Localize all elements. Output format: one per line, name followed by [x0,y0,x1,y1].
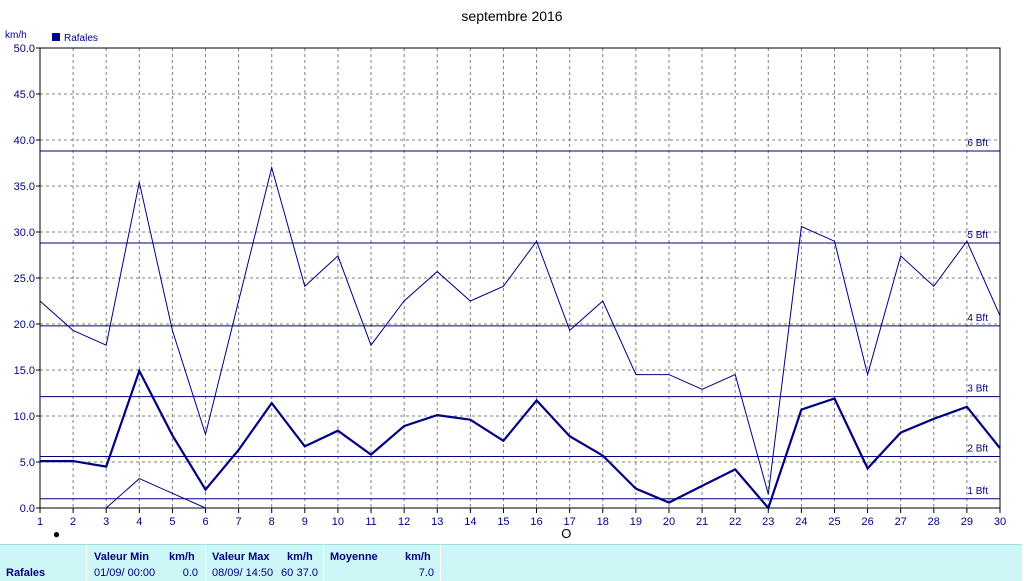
x-tick-label: 2 [70,516,76,528]
x-tick-label: 11 [365,516,376,528]
y-tick-label: 10.0 [14,411,35,423]
x-tick-label: 3 [103,516,109,528]
x-tick-label: 10 [332,516,344,528]
stats-divider [440,545,441,581]
beaufort-label: 3 Bft [967,384,988,395]
y-tick-label: 25.0 [14,273,35,285]
y-tick-label: 5.0 [20,457,35,469]
y-tick-label: 15.0 [14,365,35,377]
stats-min-date: 01/09/ 00:00 [94,567,156,579]
y-tick-label: 40.0 [14,135,35,147]
x-tick-label: 19 [630,516,642,528]
x-tick-label: 17 [564,516,576,528]
x-tick-label: 16 [530,516,542,528]
x-tick-label: 13 [431,516,443,528]
beaufort-label: 1 Bft [967,486,988,497]
x-tick-label: 26 [861,516,873,528]
x-tick-label: 21 [696,516,708,528]
stats-mean-header: Moyenne [330,551,378,563]
x-tick-label: 1 [37,516,43,528]
stats-mean-value: 7.0 [418,567,434,579]
y-axis-unit-label: km/h [5,30,27,41]
beaufort-label: 4 Bft [967,313,988,324]
x-tick-label: 9 [302,516,308,528]
x-tick-label: 20 [663,516,675,528]
stats-divider [323,545,324,581]
series-line-3 [105,478,206,509]
x-tick-label: 22 [729,516,741,528]
y-tick-label: 30.0 [14,227,35,239]
chart-title: septembre 2016 [461,8,562,24]
x-tick-label: 5 [169,516,175,528]
gusts-chart: septembre 2016 km/h Rafales 0.05.010.015… [5,8,1006,541]
plot-frame [39,47,1001,509]
y-tick-label: 50.0 [14,43,35,55]
x-tick-label: 15 [497,516,509,528]
beaufort-label: 6 Bft [967,138,988,149]
stats-max-value: 37.0 [296,567,318,579]
y-tick-label: 45.0 [14,89,35,101]
stats-max-header: Valeur Max [212,551,270,563]
x-tick-label: 6 [202,516,208,528]
stats-panel: Rafales Valeur Min km/h 01/09/ 00:00 0.0… [0,544,1022,581]
beaufort-label: 5 Bft [967,230,988,241]
x-tick-label: 23 [762,516,774,528]
stats-max-unit: km/h [287,551,313,563]
stats-min-header: Valeur Min [94,551,150,563]
stats-max-date: 08/09/ 14:50 [212,567,274,579]
moon-phase-marker: O [561,526,571,541]
stats-min-unit: km/h [169,551,195,563]
x-tick-label: 4 [136,516,142,528]
x-tick-label: 29 [961,516,973,528]
series-line-2 [40,368,1001,511]
x-tick-label: 12 [398,516,410,528]
x-tick-label: 8 [269,516,275,528]
y-tick-label: 0.0 [20,503,35,515]
y-tick-label: 35.0 [14,181,35,193]
x-tick-label: 7 [236,516,242,528]
series-line-1 [39,165,1001,495]
x-tick-label: 30 [994,516,1006,528]
stats-mean-unit: km/h [405,551,431,563]
x-tick-label: 25 [828,516,840,528]
x-tick-label: 18 [597,516,609,528]
x-tick-label: 27 [895,516,907,528]
moon-phase-marker: ● [53,527,60,541]
x-tick-label: 24 [795,516,807,528]
stats-max-prefix: 60 [281,567,294,579]
x-tick-label: 28 [928,516,940,528]
legend-swatch [52,33,60,41]
y-tick-label: 20.0 [14,319,35,331]
stats-divider [205,545,206,581]
stats-divider [86,545,87,581]
beaufort-label: 2 Bft [967,443,988,454]
stats-min-value: 0.0 [182,567,198,579]
stats-row-label: Rafales [6,567,46,579]
legend-label: Rafales [64,33,98,44]
x-tick-label: 14 [464,516,476,528]
